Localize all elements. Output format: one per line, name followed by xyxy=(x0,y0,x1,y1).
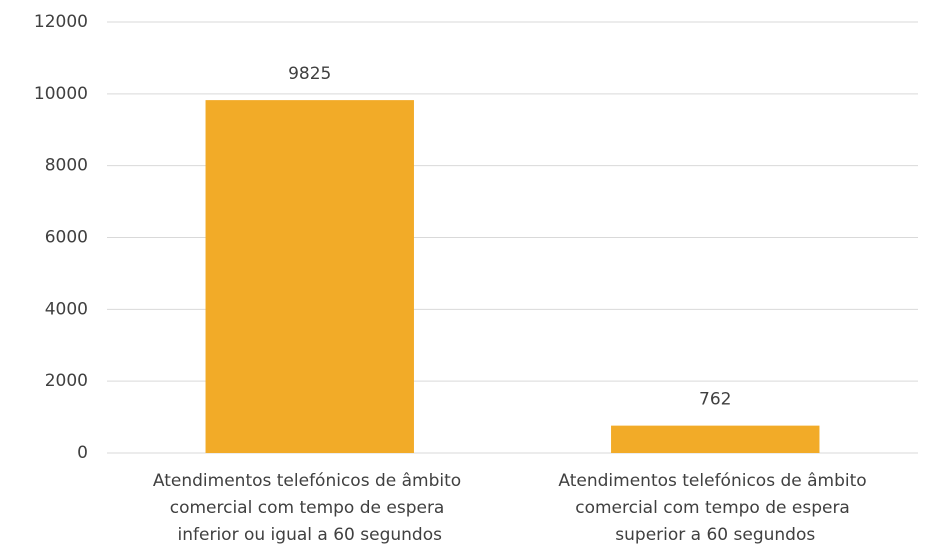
y-tick-label: 10000 xyxy=(34,84,88,104)
y-tick-label: 12000 xyxy=(34,12,88,32)
value-label: 9825 xyxy=(288,64,331,84)
bar xyxy=(205,100,414,454)
y-tick-label: 6000 xyxy=(45,228,88,248)
x-tick-label: Atendimentos telefónicos de âmbito comer… xyxy=(558,471,872,545)
y-tick-label: 0 xyxy=(77,443,88,463)
y-tick-label: 4000 xyxy=(45,299,88,319)
y-tick-label: 2000 xyxy=(45,371,88,391)
bar xyxy=(611,425,820,453)
value-label: 762 xyxy=(699,390,731,410)
y-tick-label: 8000 xyxy=(45,156,88,176)
x-tick-label: Atendimentos telefónicos de âmbito comer… xyxy=(153,471,467,545)
